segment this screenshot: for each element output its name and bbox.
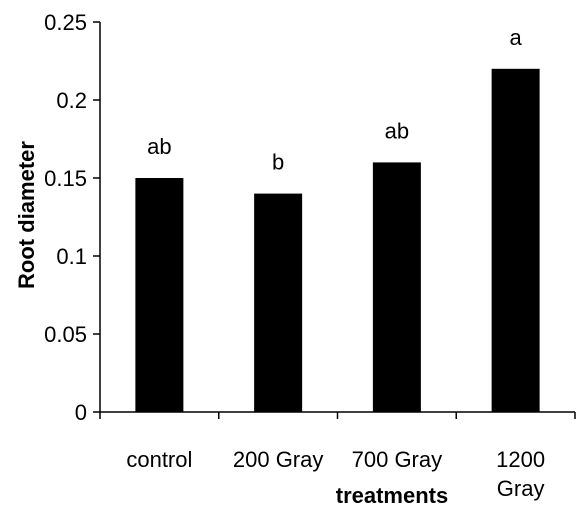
bar-significance-label: ab	[147, 134, 171, 159]
bar-significance-label: ab	[385, 118, 409, 143]
x-tick-label: 700 Gray	[352, 447, 443, 472]
bar-0	[135, 178, 184, 412]
bar-3	[491, 68, 540, 413]
x-axis-title: treatments	[336, 483, 448, 506]
y-tick-label: 0.1	[56, 244, 87, 269]
y-axis-title: Root diameter	[14, 141, 39, 289]
x-tick-label: 1200 Gray	[496, 447, 545, 501]
x-tick-label: control	[126, 447, 192, 472]
bar-2	[372, 162, 421, 412]
plot-area: 0 0.05 0.1 0.15 0.2 0.25 ab control b 200 Gray ab 7…	[44, 10, 576, 501]
y-tick-label: 0.15	[44, 166, 87, 191]
y-tick-label: 0	[75, 400, 87, 425]
bar-significance-label: a	[510, 25, 523, 50]
bar-1	[254, 193, 303, 412]
y-tick-label: 0.2	[56, 88, 87, 113]
y-tick-label: 0.25	[44, 10, 87, 35]
y-tick-label: 0.05	[44, 322, 87, 347]
bar-significance-label: b	[272, 150, 284, 175]
x-tick-label: 200 Gray	[233, 447, 324, 472]
